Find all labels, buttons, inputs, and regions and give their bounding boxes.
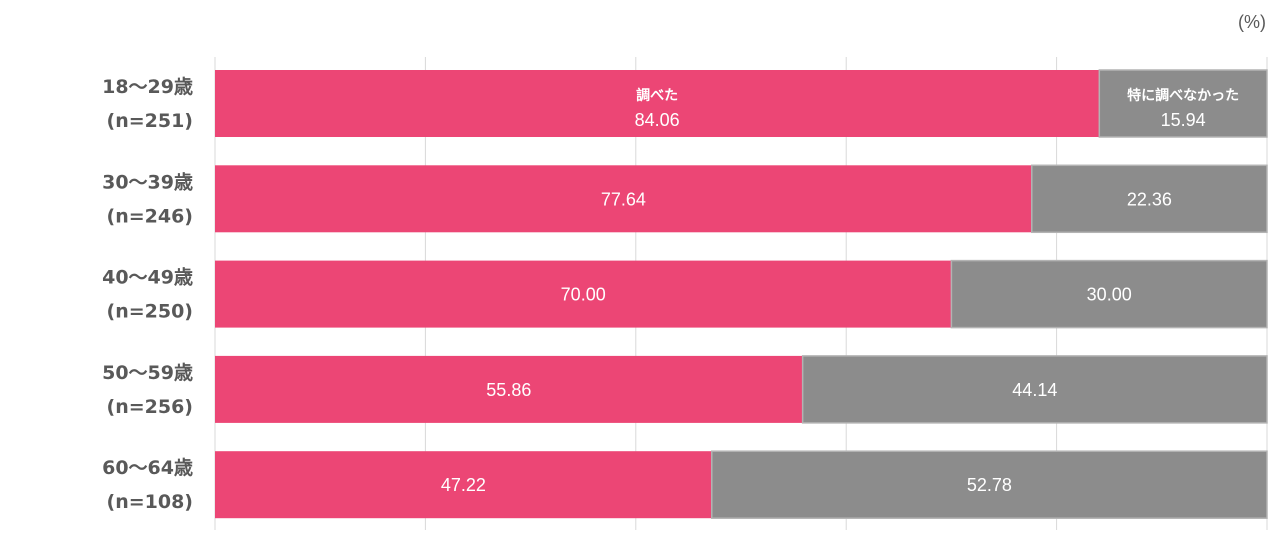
data-label: 70.00: [561, 285, 606, 305]
series-label: 特に調べなかった: [1127, 87, 1239, 104]
bar-segment: [1098, 69, 1268, 138]
bar-segment: [215, 165, 1032, 233]
data-label: 44.14: [1012, 380, 1057, 400]
data-label: 77.64: [601, 189, 646, 209]
bar-segment: [1031, 164, 1268, 234]
category-n-label: (n=251): [107, 110, 193, 132]
bar-segment: [801, 355, 1268, 424]
category-n-label: (n=246): [107, 205, 193, 227]
category-n-label: (n=250): [107, 301, 193, 323]
data-label: 84.06: [635, 110, 680, 130]
data-label: 47.22: [441, 475, 486, 495]
unit-label: (%): [1238, 12, 1266, 32]
category-n-label: (n=108): [107, 491, 193, 513]
category-label: 18～29歳: [102, 76, 193, 98]
bar-segment: [215, 355, 803, 423]
category-label: 50～59歳: [102, 362, 193, 384]
category-label: 60～64歳: [102, 457, 193, 479]
bar-segment: [950, 259, 1268, 329]
data-label: 30.00: [1087, 285, 1132, 305]
bar-segment: [215, 260, 952, 328]
category-n-label: (n=256): [107, 396, 193, 418]
data-label: 52.78: [967, 475, 1012, 495]
data-label: 55.86: [486, 380, 531, 400]
category-label: 30～39歳: [102, 171, 193, 193]
data-label: 22.36: [1127, 189, 1172, 209]
series-label: 調べた: [636, 87, 678, 104]
bar-segment: [711, 450, 1268, 519]
data-label: 15.94: [1161, 110, 1206, 130]
bar-segment: [215, 451, 712, 519]
category-label: 40～49歳: [102, 267, 193, 289]
bar-segment: [215, 70, 1100, 137]
